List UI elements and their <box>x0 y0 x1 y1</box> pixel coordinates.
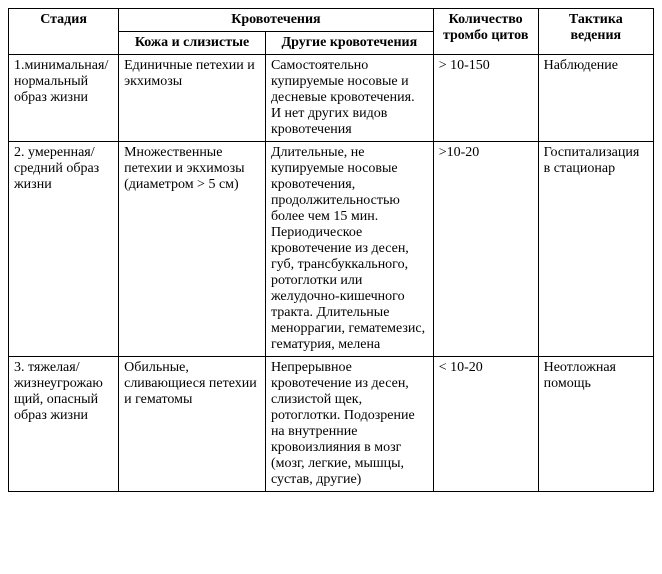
table-row: 1.минимальная/ нормальный образ жизни Ед… <box>9 55 654 142</box>
cell-tactic: Наблюдение <box>538 55 653 142</box>
cell-tactic: Госпитализация в стационар <box>538 142 653 357</box>
header-other: Другие кровотечения <box>265 32 433 55</box>
table-row: 3. тяжелая/ жизнеугрожающий, опасный обр… <box>9 357 654 492</box>
header-tactic: Тактика ведения <box>538 9 653 55</box>
cell-stage: 1.минимальная/ нормальный образ жизни <box>9 55 119 142</box>
table-row: 2. умеренная/ средний образ жизни Множес… <box>9 142 654 357</box>
cell-other: Самостоятельно купируемые носовые и десн… <box>265 55 433 142</box>
cell-count: < 10-20 <box>433 357 538 492</box>
cell-stage: 2. умеренная/ средний образ жизни <box>9 142 119 357</box>
cell-other: Непрерывное кровотечение из десен, слизи… <box>265 357 433 492</box>
header-count: Количество тромбо цитов <box>433 9 538 55</box>
header-skin: Кожа и слизистые <box>119 32 266 55</box>
cell-stage: 3. тяжелая/ жизнеугрожающий, опасный обр… <box>9 357 119 492</box>
cell-count: >10-20 <box>433 142 538 357</box>
cell-tactic: Неотложная помощь <box>538 357 653 492</box>
cell-other: Длительные, не купируемые носовые кровот… <box>265 142 433 357</box>
cell-count: > 10-150 <box>433 55 538 142</box>
header-bleeding: Кровотечения <box>119 9 434 32</box>
cell-skin: Единичные петехии и экхимозы <box>119 55 266 142</box>
header-stage: Стадия <box>9 9 119 55</box>
bleeding-stages-table: Стадия Кровотечения Количество тромбо ци… <box>8 8 654 492</box>
cell-skin: Обильные, сливающиеся петехии и гематомы <box>119 357 266 492</box>
cell-skin: Множественные петехии и экхимозы (диамет… <box>119 142 266 357</box>
table-body: 1.минимальная/ нормальный образ жизни Ед… <box>9 55 654 492</box>
